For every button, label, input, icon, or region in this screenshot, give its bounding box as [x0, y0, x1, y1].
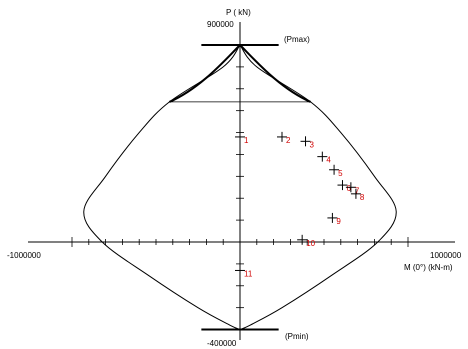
- pmin-label: (Pmin): [285, 332, 309, 341]
- data-point-4: 4: [317, 151, 331, 165]
- data-point-label: 3: [310, 140, 315, 149]
- interaction-curve-left: [83, 44, 241, 331]
- data-point-6: 6: [337, 180, 351, 193]
- x-axis-title: M (0°) (kN-m): [404, 263, 453, 272]
- data-point-9: 9: [327, 212, 341, 226]
- data-point-7: 7: [345, 182, 360, 195]
- data-point-10: 10: [297, 234, 316, 248]
- interaction-curve-right: [239, 44, 397, 331]
- data-point-3: 3: [300, 136, 315, 149]
- data-point-label: 4: [326, 156, 331, 165]
- y-tick-label-min: -400000: [207, 339, 237, 348]
- data-point-5: 5: [329, 164, 343, 178]
- y-tick-label-max: 900000: [207, 20, 234, 29]
- data-point-label: 1: [244, 136, 249, 145]
- data-point-label: 7: [355, 186, 360, 195]
- x-tick-label-max: 1000000: [430, 251, 462, 260]
- data-point-label: 2: [286, 136, 291, 145]
- x-tick-label-min: -1000000: [7, 251, 41, 260]
- data-point-label: 5: [338, 169, 343, 178]
- data-point-1: 1: [235, 131, 249, 145]
- data-point-label: 6: [346, 184, 351, 193]
- data-point-label: 9: [336, 217, 341, 226]
- axes-layer: [28, 22, 455, 340]
- points-layer: 1 2 3 456 78 9 10 11: [235, 131, 365, 278]
- data-point-label: 11: [244, 269, 253, 278]
- data-point-label: 8: [360, 193, 365, 202]
- data-point-label: 10: [306, 239, 315, 248]
- y-axis-title: P ( kN): [226, 8, 251, 17]
- data-point-11: 11: [235, 265, 253, 278]
- pmax-label: (Pmax): [284, 35, 310, 44]
- data-point-8: 8: [350, 188, 365, 202]
- data-point-2: 2: [277, 131, 291, 145]
